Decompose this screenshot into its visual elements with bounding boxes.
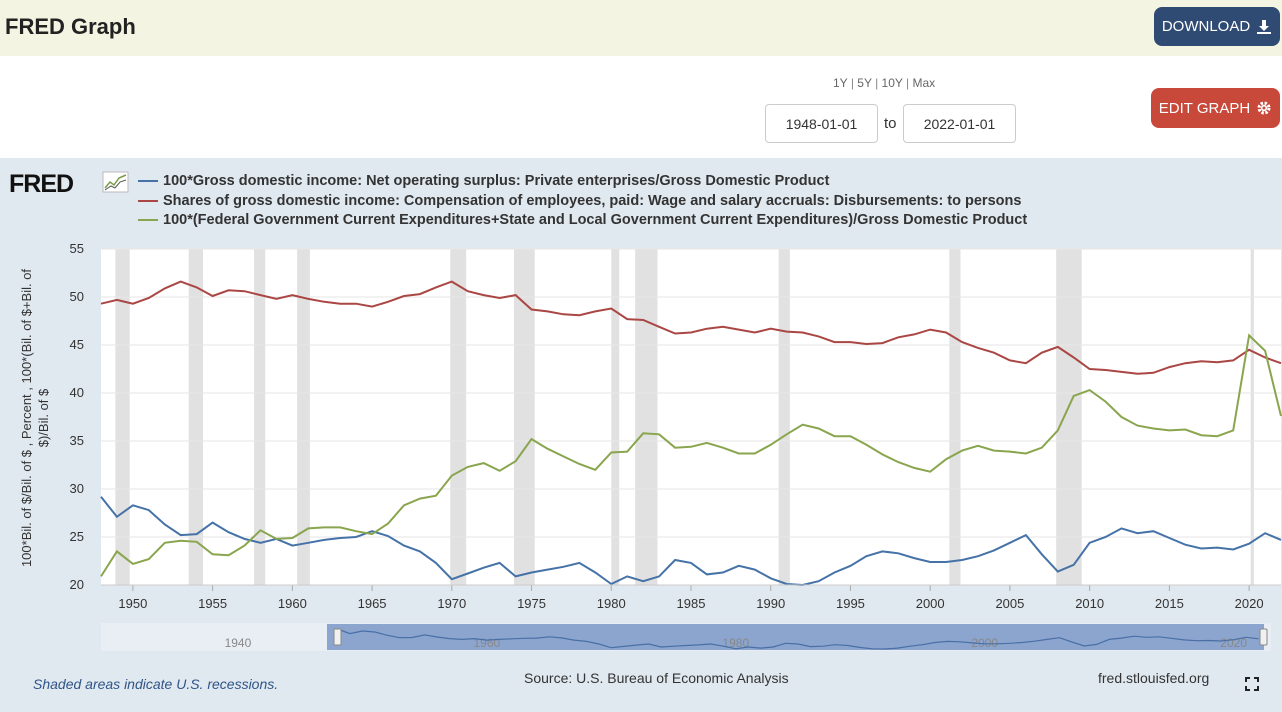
download-button[interactable]: DOWNLOAD: [1154, 7, 1280, 46]
end-date-input[interactable]: [903, 104, 1016, 143]
edit-graph-button[interactable]: EDIT GRAPH: [1151, 88, 1280, 128]
fred-chart-logo-icon: [102, 171, 129, 193]
date-to-label: to: [884, 115, 897, 132]
edit-graph-label: EDIT GRAPH: [1158, 99, 1251, 117]
legend-item-net-operating-surplus: 100*Gross domestic income: Net operating…: [138, 173, 829, 189]
top-bar: FRED Graph DOWNLOAD: [0, 0, 1282, 56]
legend-label: 100*Gross domestic income: Net operating…: [163, 173, 830, 189]
range-max[interactable]: Max: [912, 76, 936, 90]
download-label: DOWNLOAD: [1161, 18, 1251, 35]
range-10y[interactable]: 10Y: [881, 76, 903, 90]
legend-label: 100*(Federal Government Current Expendit…: [163, 212, 1028, 228]
y-axis-title: 100*Bil. of $/Bil. of $ , Percent , 100*…: [19, 268, 51, 568]
legend-swatch-blue: [138, 180, 158, 182]
legend-swatch-green: [138, 219, 158, 221]
site-url[interactable]: fred.stlouisfed.org: [1098, 670, 1210, 686]
gear-icon: [1257, 101, 1271, 115]
recession-note: Shaded areas indicate U.S. recessions.: [33, 676, 279, 692]
range-1y[interactable]: 1Y: [833, 76, 848, 90]
download-icon: [1257, 19, 1272, 34]
range-5y[interactable]: 5Y: [857, 76, 872, 90]
fred-logo: FRED: [9, 170, 74, 198]
graph-panel: [0, 158, 1282, 712]
start-date-input[interactable]: [765, 104, 878, 143]
legend-label: Shares of gross domestic income: Compens…: [163, 193, 1022, 209]
source-note: Source: U.S. Bureau of Economic Analysis: [524, 670, 789, 686]
legend-item-compensation: Shares of gross domestic income: Compens…: [138, 193, 1021, 209]
legend-swatch-red: [138, 200, 158, 202]
legend-item-government-expenditures: 100*(Federal Government Current Expendit…: [138, 212, 1027, 228]
fullscreen-icon[interactable]: [1245, 677, 1259, 691]
range-links: 1Y | 5Y | 10Y | Max: [833, 76, 936, 90]
app-title: FRED Graph: [5, 14, 136, 39]
